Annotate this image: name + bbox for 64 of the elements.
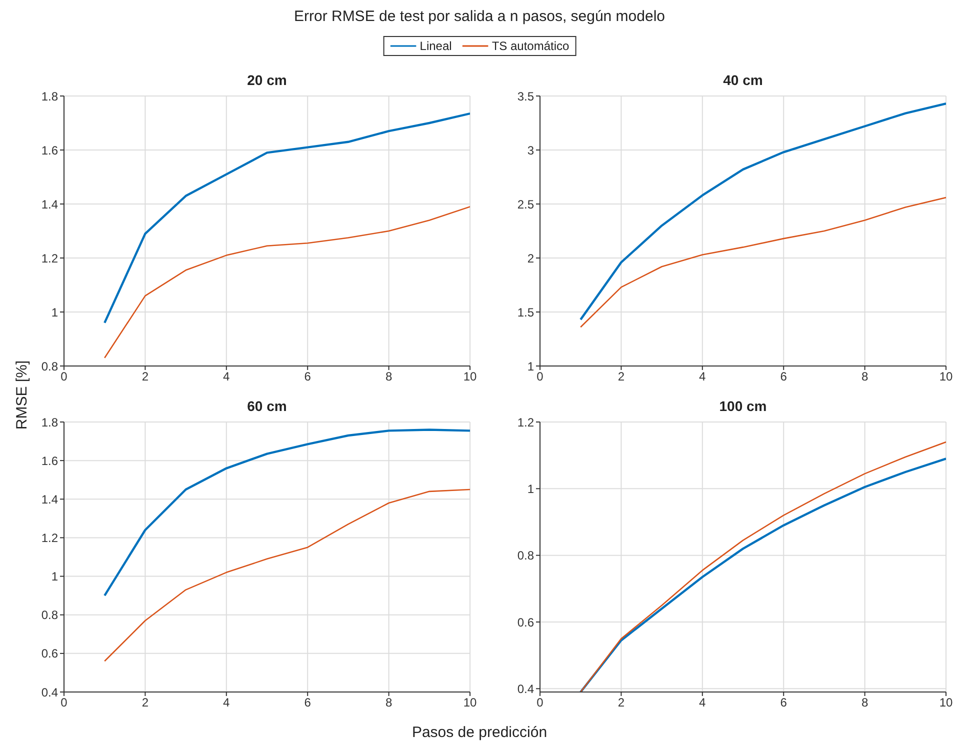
y-tick-label: 1.5 <box>517 305 534 320</box>
y-tick-label: 1.4 <box>41 197 58 212</box>
legend-label: TS automático <box>492 39 570 53</box>
x-tick-label: 10 <box>939 370 953 384</box>
y-tick-label: 1.2 <box>517 415 534 430</box>
x-tick-label: 0 <box>60 696 68 710</box>
line-series <box>580 102 946 321</box>
y-tick-label: 0.6 <box>517 615 534 630</box>
y-axis-title: RMSE [%] <box>14 360 30 430</box>
x-tick-label: 2 <box>618 370 625 384</box>
x-tick-label: 0 <box>536 696 544 710</box>
y-tick-label: 1.8 <box>41 89 58 104</box>
line-series <box>104 428 470 597</box>
y-tick-label: 0.8 <box>41 608 58 622</box>
x-tick-label: 10 <box>939 696 953 710</box>
x-tick-label: 8 <box>861 370 868 384</box>
x-tick-label: 4 <box>699 696 706 710</box>
line-series <box>104 488 470 662</box>
chart-title: 60 cm <box>246 398 288 414</box>
x-tick-label: 2 <box>618 696 625 710</box>
x-tick-label: 8 <box>861 696 868 710</box>
legend-label: Lineal <box>420 39 452 53</box>
y-tick-label: 1 <box>527 359 534 374</box>
x-tick-label: 6 <box>304 370 312 384</box>
x-tick-label: 0 <box>60 370 68 384</box>
x-axis-title: Pasos de predicción <box>410 724 548 741</box>
x-tick-label: 10 <box>463 696 477 710</box>
chart-title: 20 cm <box>246 72 288 88</box>
y-tick-label: 1.6 <box>41 143 58 158</box>
x-tick-label: 4 <box>223 696 230 710</box>
text: Error RMSE de test por salida a n pasos, según modelo <box>292 8 666 25</box>
x-tick-label: 2 <box>142 696 149 710</box>
chart-title: 100 cm <box>718 398 768 414</box>
x-tick-label: 8 <box>385 696 392 710</box>
line-series <box>104 206 470 359</box>
x-tick-label: 6 <box>780 370 788 384</box>
line-series <box>104 112 470 324</box>
y-tick-label: 0.8 <box>517 548 534 563</box>
y-tick-label: 1.2 <box>41 251 58 266</box>
line-series <box>580 196 946 328</box>
x-tick-label: 6 <box>780 696 788 710</box>
x-tick-label: 8 <box>385 370 392 384</box>
y-tick-label: 1 <box>527 482 534 496</box>
y-tick-label: 3.5 <box>517 89 534 104</box>
y-tick-label: 1 <box>51 570 58 584</box>
y-tick-label: 2 <box>527 251 534 266</box>
y-tick-label: 3 <box>527 143 534 158</box>
x-tick-label: 4 <box>699 370 706 384</box>
y-tick-label: 1.8 <box>41 415 58 430</box>
y-tick-label: 0.6 <box>41 646 58 661</box>
y-tick-label: 1.2 <box>41 530 58 545</box>
y-tick-label: 0.4 <box>41 685 58 700</box>
x-tick-label: 2 <box>142 370 149 384</box>
y-tick-label: 2.5 <box>517 197 534 212</box>
y-tick-label: 0.8 <box>41 359 58 374</box>
x-tick-label: 0 <box>536 370 544 384</box>
y-tick-label: 1.4 <box>41 492 58 506</box>
y-tick-label: 1 <box>51 305 58 320</box>
y-tick-label: 0.4 <box>517 682 534 696</box>
chart-title: 40 cm <box>722 72 764 88</box>
x-tick-label: 10 <box>463 370 477 384</box>
x-tick-label: 6 <box>304 696 312 710</box>
y-tick-label: 1.6 <box>41 454 58 468</box>
x-tick-label: 4 <box>223 370 230 384</box>
